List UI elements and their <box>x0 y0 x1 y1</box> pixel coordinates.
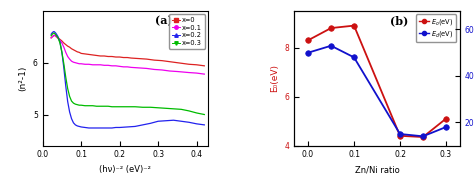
Text: (b): (b) <box>390 15 409 26</box>
$E_d$(eV) <box>420 135 426 137</box>
Line: $E_o$(eV): $E_o$(eV) <box>305 23 449 140</box>
Legend: x=0, x=0.1, x=0.2, x=0.3: x=0, x=0.1, x=0.2, x=0.3 <box>169 14 205 49</box>
Y-axis label: E₀(eV): E₀(eV) <box>270 64 279 92</box>
$E_d$(eV) <box>305 52 311 54</box>
Line: $E_d$(eV): $E_d$(eV) <box>305 43 449 139</box>
X-axis label: Zn/Ni ratio: Zn/Ni ratio <box>355 165 400 174</box>
$E_o$(eV) <box>397 135 403 137</box>
$E_d$(eV) <box>351 56 357 58</box>
$E_o$(eV) <box>351 25 357 27</box>
Legend: $E_o$(eV), $E_d$(eV): $E_o$(eV), $E_d$(eV) <box>416 14 456 42</box>
$E_o$(eV) <box>443 118 449 120</box>
$E_o$(eV) <box>420 136 426 138</box>
$E_d$(eV) <box>328 45 334 47</box>
$E_o$(eV) <box>328 27 334 29</box>
Text: (a): (a) <box>155 15 173 26</box>
$E_d$(eV) <box>443 126 449 128</box>
$E_o$(eV) <box>305 39 311 41</box>
Y-axis label: (n²-1): (n²-1) <box>18 66 27 91</box>
X-axis label: (hν)⁻² (eV)⁻²: (hν)⁻² (eV)⁻² <box>100 165 151 174</box>
$E_d$(eV) <box>397 133 403 135</box>
